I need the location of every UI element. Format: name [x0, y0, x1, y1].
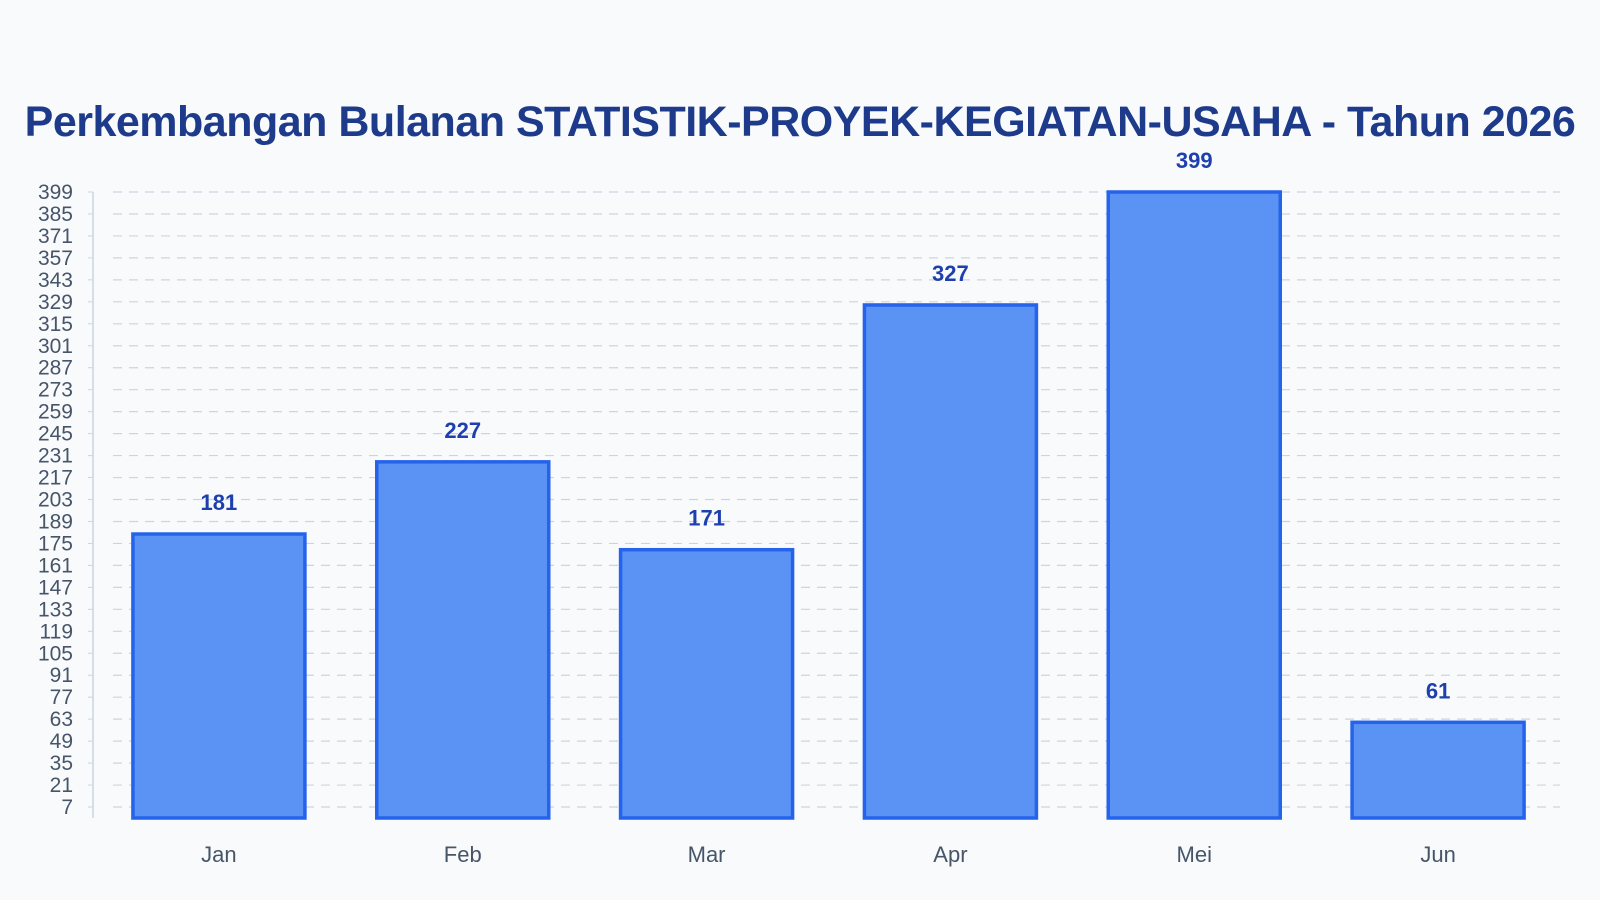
y-tick-label: 21 [50, 774, 73, 797]
x-tick-label-feb: Feb [444, 842, 482, 867]
y-tick-label: 371 [38, 225, 73, 248]
bar-jan [131, 532, 307, 820]
y-tick-label: 7 [61, 796, 73, 819]
bar-apr [862, 303, 1039, 820]
y-tick-label: 35 [50, 752, 73, 775]
value-label-feb: 227 [444, 418, 481, 443]
y-tick-label: 77 [50, 686, 73, 709]
bar-mei [1106, 190, 1282, 820]
x-tick-label-jan: Jan [201, 842, 236, 867]
y-tick-label: 133 [38, 598, 73, 621]
y-tick-label: 245 [38, 423, 73, 446]
y-tick-label: 357 [38, 247, 73, 270]
y-tick-label: 161 [38, 554, 73, 577]
y-tick-label: 203 [38, 489, 73, 512]
y-tick-label: 385 [38, 203, 73, 226]
x-tick-label-apr: Apr [933, 842, 967, 867]
x-tick-label-mei: Mei [1177, 842, 1212, 867]
y-tick-label: 399 [38, 181, 73, 204]
chart-title: Perkembangan Bulanan STATISTIK-PROYEK-KE… [24, 98, 1576, 146]
value-label-apr: 327 [932, 261, 969, 286]
bar-jun [1350, 720, 1526, 820]
y-tick-label: 175 [38, 532, 73, 555]
bar-mar [618, 547, 795, 820]
y-tick-label: 217 [38, 467, 73, 490]
value-label-mei: 399 [1176, 148, 1213, 173]
y-tick-label: 49 [50, 730, 73, 753]
y-tick-label: 273 [38, 379, 73, 402]
y-tick-label: 189 [38, 510, 73, 533]
value-label-mar: 171 [688, 506, 725, 531]
y-tick-label: 63 [50, 708, 73, 731]
y-tick-label: 301 [38, 335, 73, 358]
y-tick-label: 329 [38, 291, 73, 314]
bar-feb [375, 460, 551, 820]
y-tick-label: 105 [38, 642, 73, 665]
x-tick-label-jun: Jun [1420, 842, 1455, 867]
y-tick-label: 259 [38, 401, 73, 424]
y-tick-label: 287 [38, 357, 73, 380]
value-label-jan: 181 [201, 490, 238, 515]
y-tick-label: 119 [40, 620, 73, 643]
y-tick-label: 231 [38, 445, 73, 468]
y-tick-label: 343 [38, 269, 73, 292]
y-tick-label: 315 [38, 313, 73, 336]
y-tick-label: 147 [38, 576, 73, 599]
y-tick-label: 91 [50, 664, 73, 687]
x-tick-label-mar: Mar [688, 842, 726, 867]
value-label-jun: 61 [1426, 678, 1450, 703]
